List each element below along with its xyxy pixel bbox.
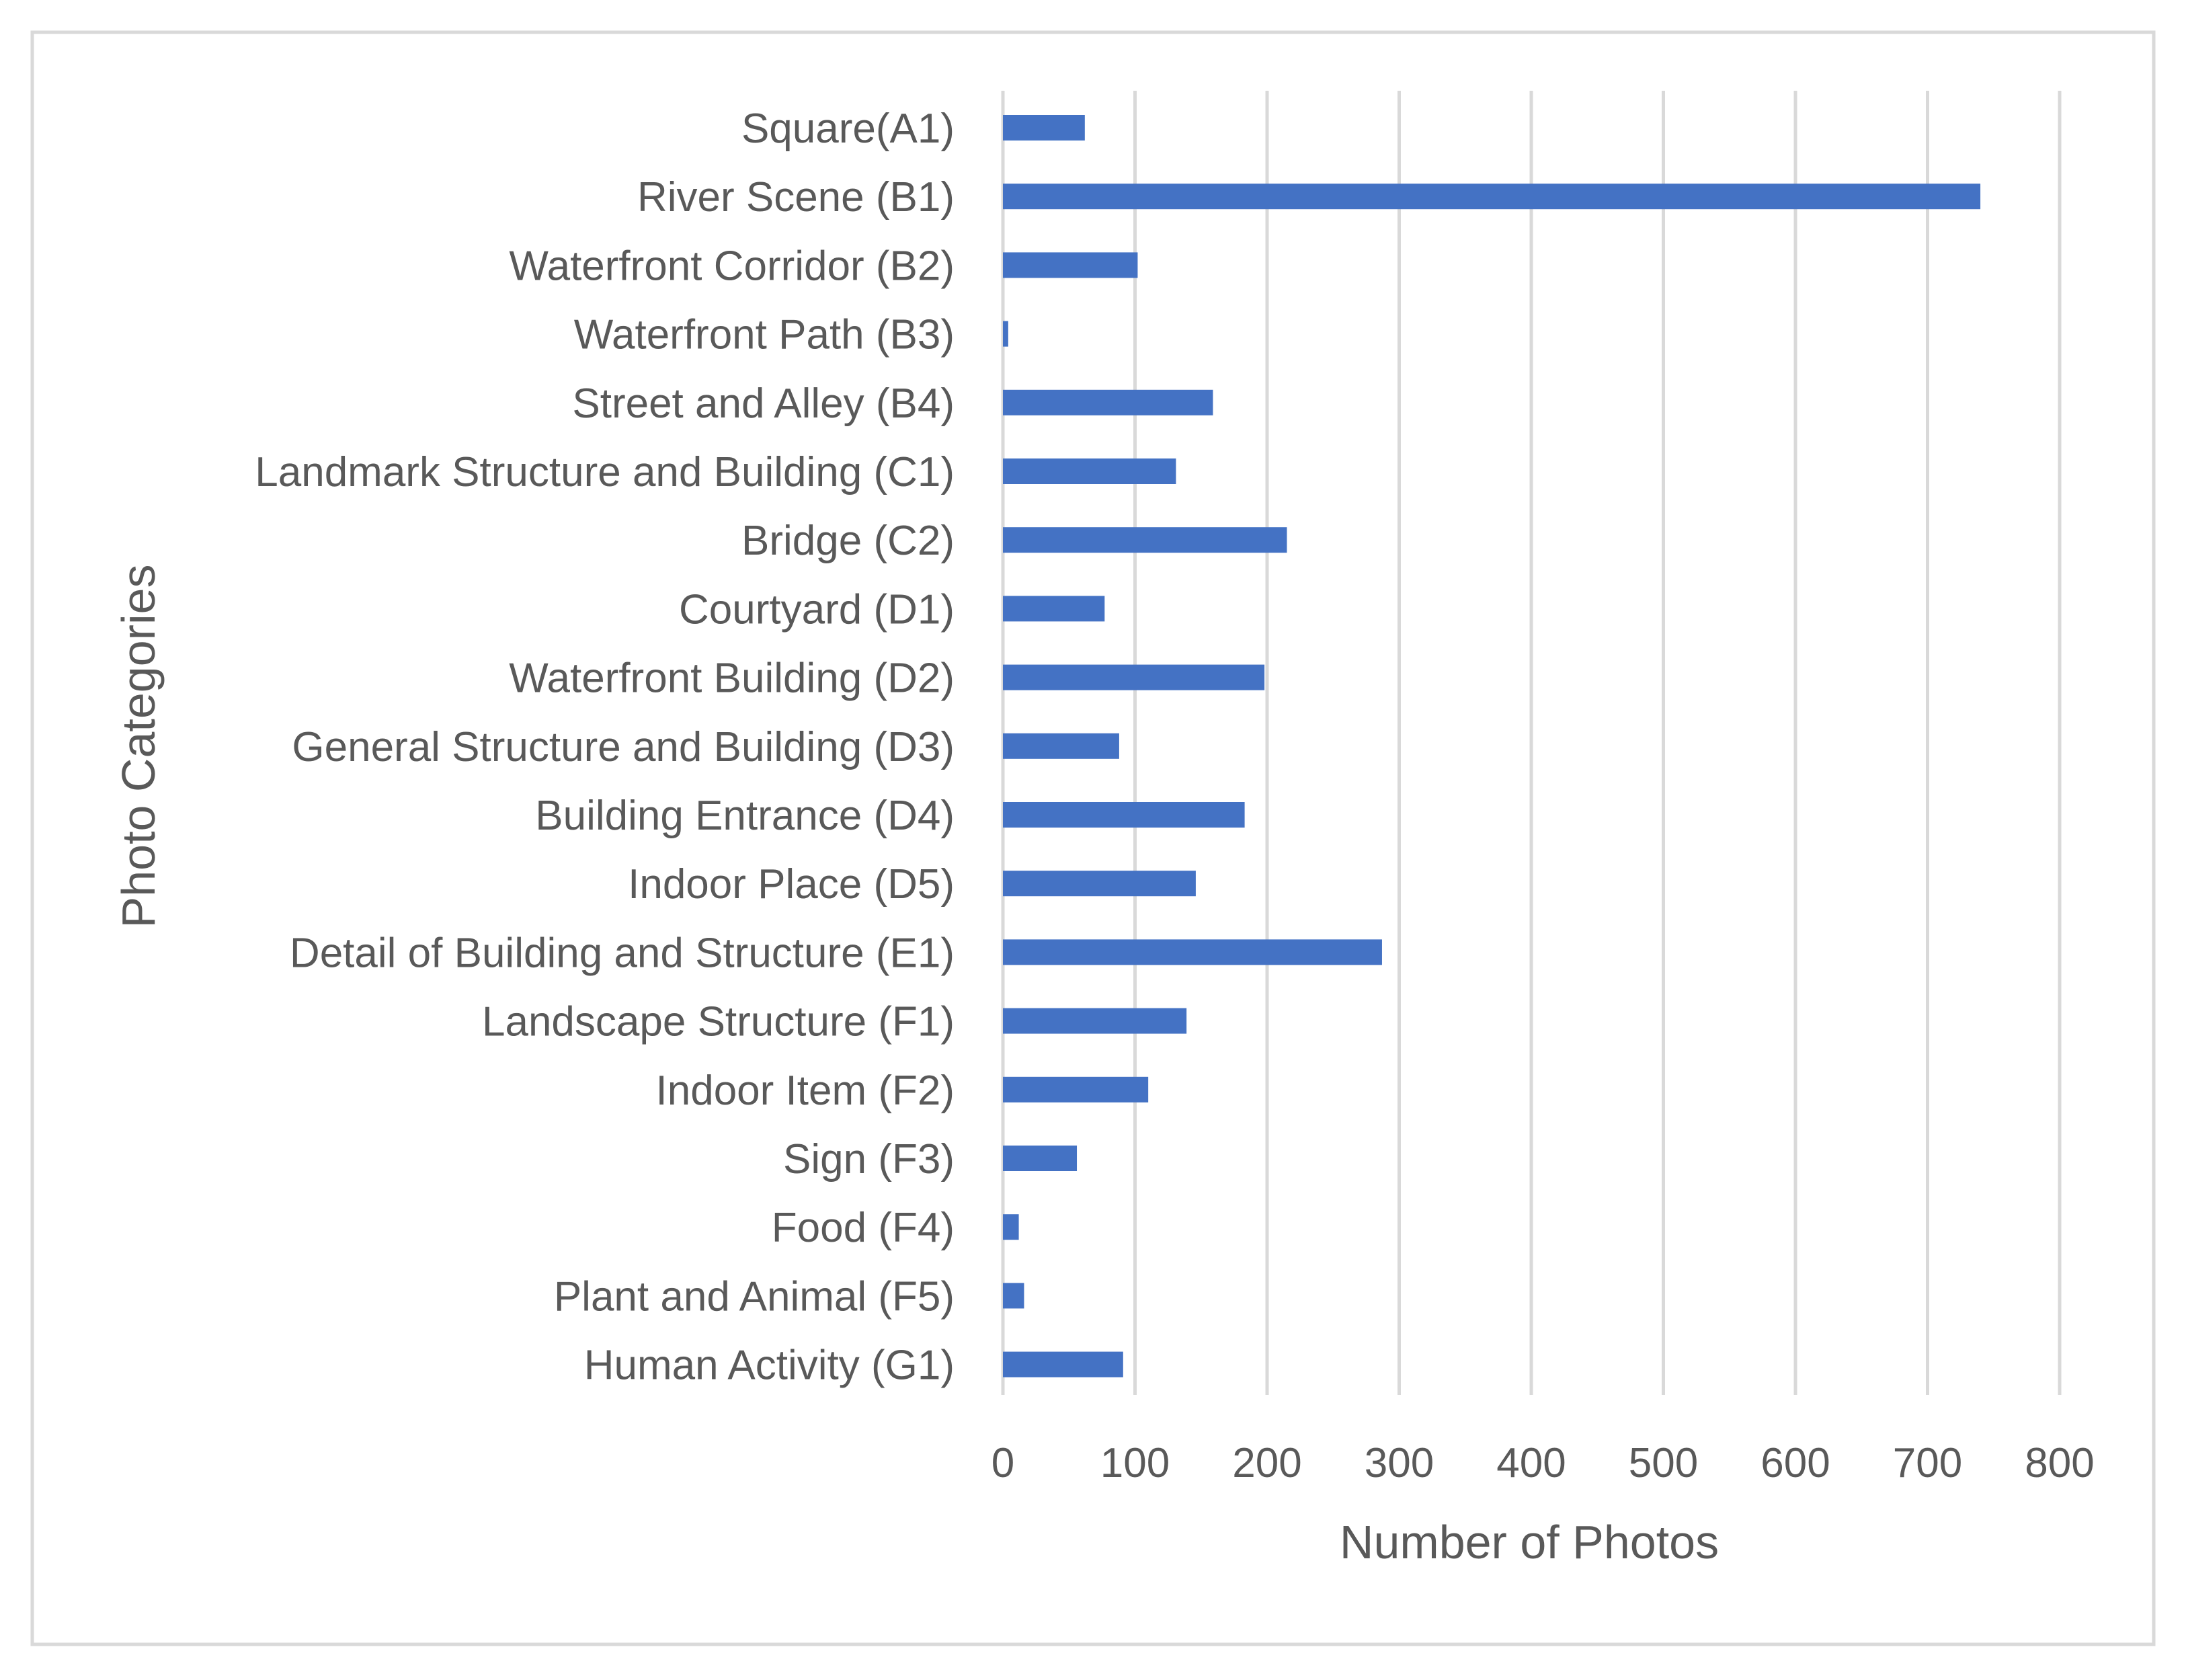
bar xyxy=(1003,389,1213,415)
category-label: Building Entrance (D4) xyxy=(535,793,955,839)
bar xyxy=(1003,1076,1149,1103)
bar xyxy=(1003,1283,1024,1309)
bars xyxy=(1003,115,1981,1377)
category-label: Plant and Animal (F5) xyxy=(554,1273,955,1320)
bar xyxy=(1003,733,1119,759)
category-label: Bridge (C2) xyxy=(741,518,955,564)
category-labels: Square(A1) River Scene (B1) Waterfront Cor… xyxy=(255,106,955,1389)
bar xyxy=(1003,184,1981,210)
x-tick-label: 100 xyxy=(1100,1440,1170,1486)
bar xyxy=(1003,252,1138,278)
bar xyxy=(1003,939,1382,965)
bar xyxy=(1003,1351,1123,1377)
x-tick-label: 600 xyxy=(1760,1440,1830,1486)
x-tick-label: 700 xyxy=(1893,1440,1962,1486)
category-label: Human Activity (G1) xyxy=(584,1343,955,1389)
category-label: Sign (F3) xyxy=(783,1136,955,1183)
category-label: Waterfront Path (B3) xyxy=(574,312,955,358)
category-label: Waterfront Building (D2) xyxy=(509,655,955,702)
category-label: Indoor Item (F2) xyxy=(656,1068,955,1114)
x-tick-label: 200 xyxy=(1232,1440,1301,1486)
x-tick-label: 0 xyxy=(991,1440,1014,1486)
bar xyxy=(1003,871,1196,897)
bar xyxy=(1003,596,1105,622)
bar xyxy=(1003,1008,1187,1034)
bar xyxy=(1003,458,1176,484)
bar xyxy=(1003,115,1085,141)
category-label: Landmark Structure and Building (C1) xyxy=(255,449,955,495)
x-tick-label: 800 xyxy=(2025,1440,2094,1486)
category-label: Square(A1) xyxy=(741,106,955,152)
category-label: River Scene (B1) xyxy=(637,174,955,221)
category-label: Food (F4) xyxy=(772,1205,955,1251)
category-label: Courtyard (D1) xyxy=(679,586,955,633)
bar xyxy=(1003,321,1008,347)
x-axis-title: Number of Photos xyxy=(1340,1516,1719,1568)
category-label: Detail of Building and Structure (E1) xyxy=(290,930,955,976)
y-axis-title: Photo Categories xyxy=(112,565,165,928)
x-tick-label: 400 xyxy=(1496,1440,1566,1486)
category-label: Street and Alley (B4) xyxy=(572,381,955,427)
category-label: Indoor Place (D5) xyxy=(628,861,955,908)
category-label: General Structure and Building (D3) xyxy=(292,724,955,770)
bar xyxy=(1003,802,1245,828)
bar xyxy=(1003,664,1265,690)
gridlines xyxy=(1001,91,2062,1395)
x-tick-labels: 0 100 200 300 400 500 600 700 800 xyxy=(991,1440,2095,1486)
bar xyxy=(1003,527,1287,553)
category-label: Waterfront Corridor (B2) xyxy=(509,243,955,289)
category-label: Landscape Structure (F1) xyxy=(482,999,955,1045)
bar xyxy=(1003,1214,1019,1240)
bar xyxy=(1003,1146,1078,1171)
x-tick-label: 300 xyxy=(1365,1440,1434,1486)
x-tick-label: 500 xyxy=(1629,1440,1698,1486)
